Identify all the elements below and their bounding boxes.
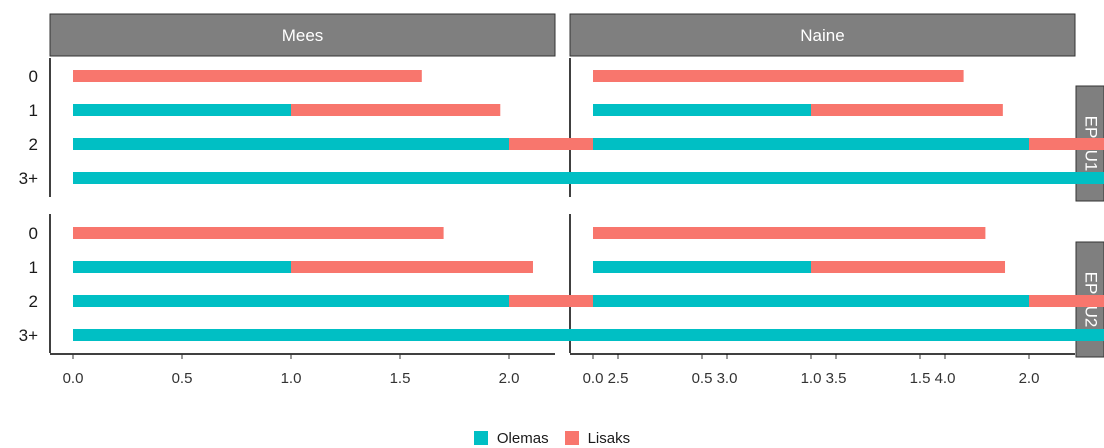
x-tick-label: 0.5 [692, 370, 713, 387]
bar-olemas-naine-epsu1-1 [593, 104, 811, 116]
category-label: 2 [29, 292, 38, 311]
bar-lisaks-naine-epsu2-0 [593, 227, 986, 239]
legend-label-lisaks: Lisaks [587, 429, 631, 447]
x-tick-label: 3.5 [826, 370, 847, 387]
bar-lisaks-mees-epsu1-1 [291, 104, 501, 116]
bar-lisaks-naine-epsu1-0 [593, 70, 964, 82]
legend-key-lisaks [564, 431, 579, 445]
bar-olemas-mees-epsu2-1 [73, 261, 291, 273]
x-tick-label: 2.5 [608, 370, 629, 387]
bar-lisaks-naine-epsu1-1 [811, 104, 1003, 116]
column-strip-mees [49, 13, 556, 57]
category-label: 3+ [19, 326, 38, 345]
x-tick-label: 0.5 [172, 370, 193, 387]
legend-item-lisaks: Lisaks [564, 429, 631, 447]
column-strip-label-naine: Naine [800, 26, 844, 45]
bar-olemas-naine-epsu2-1 [593, 261, 811, 273]
bar-lisaks-naine-epsu1-2 [1029, 138, 1104, 150]
x-tick-label: 1.0 [801, 370, 822, 387]
column-strip-naine [569, 13, 1076, 57]
category-label: 2 [29, 135, 38, 154]
category-label: 1 [29, 258, 38, 277]
bar-olemas-mees-epsu1-1 [73, 104, 291, 116]
bar-olemas-mees-epsu2-2 [73, 295, 509, 307]
category-label: 1 [29, 101, 38, 120]
bar-olemas-naine-epsu2-2 [593, 295, 1029, 307]
x-tick-label: 3.0 [717, 370, 738, 387]
bar-lisaks-naine-epsu2-2 [1029, 295, 1104, 307]
x-tick-label: 0.0 [583, 370, 604, 387]
x-tick-label: 1.5 [910, 370, 931, 387]
legend-item-olemas: Olemas [473, 429, 549, 447]
category-label: 3+ [19, 169, 38, 188]
x-tick-label: 1.5 [390, 370, 411, 387]
x-tick-label: 0.0 [63, 370, 84, 387]
bar-lisaks-mees-epsu2-0 [73, 227, 444, 239]
category-label: 0 [29, 67, 38, 86]
legend-label-olemas: Olemas [496, 429, 549, 447]
x-tick-label: 2.0 [499, 370, 520, 387]
category-label: 0 [29, 224, 38, 243]
legend-key-olemas [473, 431, 488, 445]
x-tick-label: 1.0 [281, 370, 302, 387]
bar-olemas-naine-epsu1-2 [593, 138, 1029, 150]
bar-olemas-naine-epsu1-3plus [593, 172, 1104, 184]
legend: Olemas Lisaks [0, 428, 1104, 448]
bar-lisaks-mees-epsu1-0 [73, 70, 422, 82]
bar-lisaks-mees-epsu2-1 [291, 261, 533, 273]
x-tick-label: 4.0 [935, 370, 956, 387]
column-strip-label-mees: Mees [282, 26, 324, 45]
x-tick-label: 2.0 [1019, 370, 1040, 387]
bar-olemas-mees-epsu1-2 [73, 138, 509, 150]
bar-lisaks-naine-epsu2-1 [811, 261, 1006, 273]
faceted-bar-chart: MeesNaineEPSU1EPSU20123+0123+0.00.51.01.… [19, 13, 1104, 387]
bar-olemas-naine-epsu2-3plus [593, 329, 1104, 341]
